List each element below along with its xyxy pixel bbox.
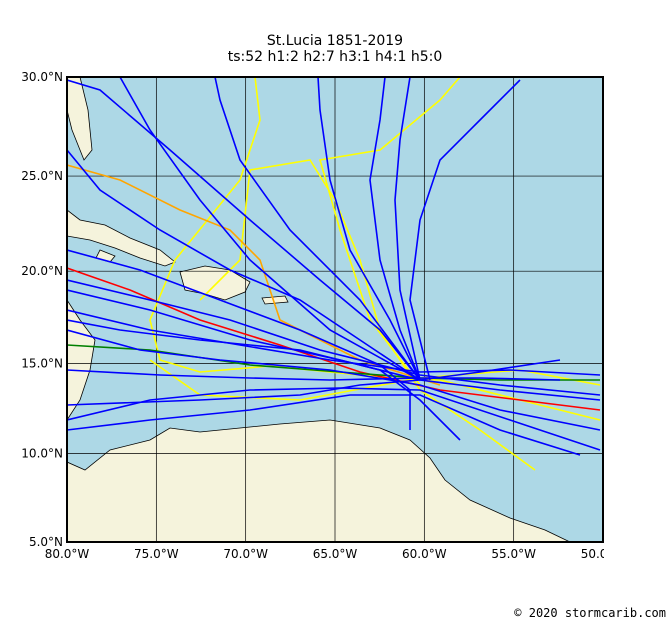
storm-tracks <box>67 77 601 471</box>
lon-label: 75.0°W <box>134 547 179 561</box>
lon-label: 50.0°W <box>581 547 626 561</box>
lon-label: 55.0°W <box>491 547 536 561</box>
map-frame <box>66 76 604 543</box>
land <box>67 77 571 542</box>
map-area <box>67 77 603 542</box>
lat-label: 25.0°N <box>21 169 63 183</box>
axis-labels: 80.0°W 75.0°W 70.0°W 65.0°W 60.0°W 55.0°W 50.0… <box>21 70 626 561</box>
lon-label: 80.0°W <box>45 547 90 561</box>
title: St.Lucia 1851-2019 <box>267 33 403 49</box>
lat-label: 15.0°N <box>21 356 63 370</box>
lat-label: 5.0°N <box>29 535 63 549</box>
copyright: © 2020 stormcarib.com <box>514 606 666 620</box>
lon-label: 60.0°W <box>402 547 447 561</box>
lat-label: 10.0°N <box>21 446 63 460</box>
subtitle: ts:52 h1:2 h2:7 h3:1 h4:1 h5:0 <box>228 49 443 65</box>
lon-label: 65.0°W <box>313 547 358 561</box>
lon-label: 70.0°W <box>223 547 268 561</box>
lat-label: 20.0°N <box>21 264 63 278</box>
lat-label: 30.0°N <box>21 70 63 84</box>
